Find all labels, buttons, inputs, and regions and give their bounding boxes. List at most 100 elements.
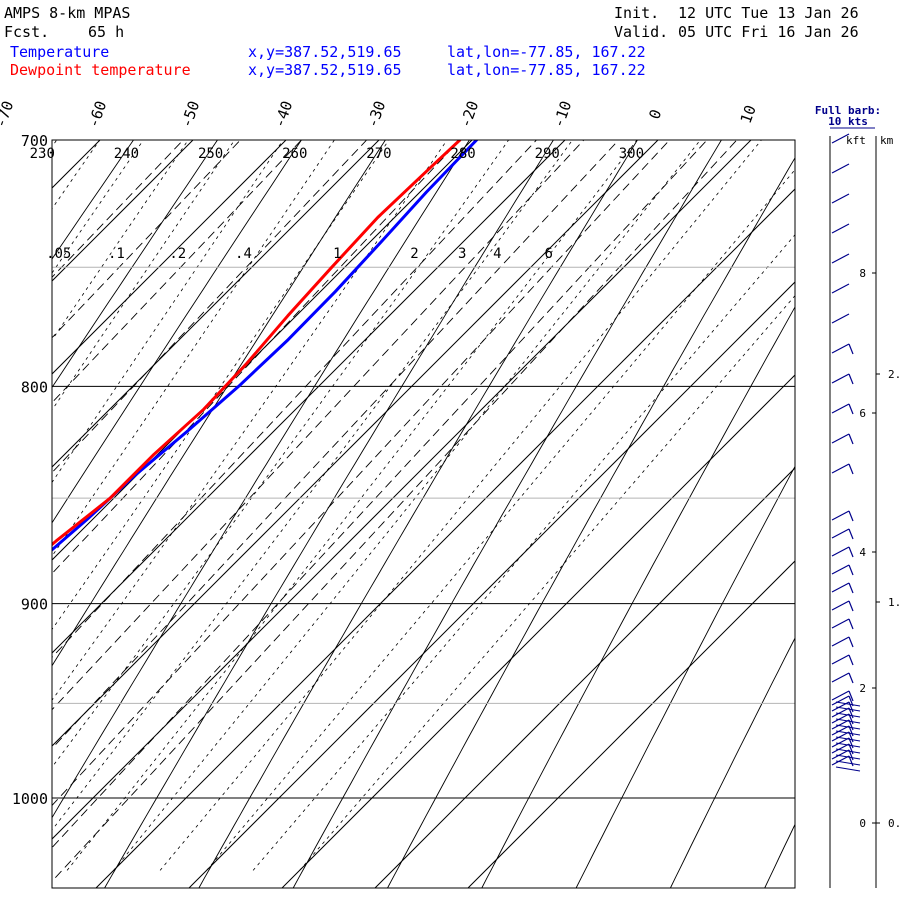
wind-barb-shaft: [831, 695, 850, 706]
wind-barb-shaft: [831, 713, 850, 724]
legend-dewpoint-name: Dewpoint temperature: [10, 61, 191, 79]
mixing-ratio-line: [52, 140, 670, 807]
barb-title: Full barb:: [815, 104, 881, 117]
isotherm-line: [52, 140, 752, 840]
moist-adiabat-line: [159, 140, 762, 871]
wind-barb-shaft: [831, 600, 850, 611]
isotherm-line: [188, 281, 795, 889]
wind-barb-flag: [848, 582, 854, 594]
wind-barb-flag: [848, 707, 854, 719]
mixing-ratio-line: [52, 140, 537, 659]
mixing-ratio-label: .2: [169, 246, 186, 262]
dry-adiabat-label: 300: [619, 146, 644, 162]
wind-barb-flag: [848, 546, 854, 558]
barb-subtitle: 10 kts: [828, 115, 868, 128]
wind-barb-shaft: [831, 163, 850, 174]
temperature-tick-label: -40: [270, 98, 296, 130]
wind-barb-shaft: [831, 403, 850, 414]
init-time: 12 UTC Tue 13 Jan 26: [678, 4, 859, 22]
legend-dewpoint-xy: x,y=387.52,519.65: [248, 61, 402, 79]
isotherm-line: [467, 560, 795, 889]
wind-barb-shaft: [831, 433, 850, 444]
kft-tick-label: 6: [859, 407, 866, 420]
temperature-tick-label: -70: [0, 98, 17, 130]
km-tick-label: 0.: [888, 817, 900, 830]
dry-adiabat-label: 250: [198, 146, 223, 162]
wind-barb-feather: [835, 701, 861, 707]
dry-adiabat-line: [669, 637, 795, 889]
temperature-tick-label: -60: [84, 98, 110, 130]
wind-barb-flag: [848, 695, 854, 707]
mixing-ratio-line: [52, 140, 620, 750]
dry-adiabat-line: [481, 306, 795, 889]
isotherm-line: [281, 374, 795, 889]
mixing-ratio-line: [52, 140, 241, 339]
km-axis-label: km: [880, 134, 894, 147]
dry-adiabat-line: [0, 140, 50, 888]
wind-barb-shaft: [831, 707, 850, 718]
dry-adiabat-label: 240: [114, 146, 139, 162]
dry-adiabat-line: [104, 140, 554, 889]
wind-barb-flag: [848, 719, 854, 731]
mixing-ratio-line: [52, 140, 585, 711]
kft-tick-label: 8: [859, 267, 866, 280]
wind-barb-flag: [848, 564, 854, 576]
km-tick-label: 1.: [888, 596, 900, 609]
dry-adiabat-line: [52, 140, 386, 667]
dry-adiabat-line: [52, 140, 302, 524]
moist-adiabat-line: [52, 140, 235, 411]
moist-adiabat-line: [52, 140, 509, 768]
valid-time: 05 UTC Fri 16 Jan 26: [678, 23, 859, 41]
wind-barb-shaft: [831, 528, 850, 539]
legend-temperature-xy: x,y=387.52,519.65: [248, 43, 402, 61]
wind-barb-flag: [848, 737, 854, 749]
moist-adiabat-line: [206, 169, 795, 871]
temperature-tick-label: -50: [177, 98, 203, 130]
wind-barb-shaft: [831, 755, 850, 766]
mixing-ratio-label: 6: [545, 246, 553, 262]
wind-barb-flag: [848, 510, 854, 522]
wind-barb-shaft: [831, 313, 850, 324]
wind-barb-shaft: [831, 672, 850, 683]
mixing-ratio-label: 1: [333, 246, 341, 262]
mixing-ratio-label: .05: [46, 246, 71, 262]
wind-barb-shaft: [831, 618, 850, 629]
moist-adiabat-line: [52, 140, 573, 831]
dry-adiabat-label: 230: [30, 146, 55, 162]
pressure-tick-label: 1000: [12, 790, 48, 808]
wind-barb-shaft: [831, 690, 850, 701]
wind-barb-flag: [848, 403, 854, 415]
pressure-tick-label: 800: [21, 378, 48, 396]
mixing-ratio-label: .4: [235, 246, 252, 262]
wind-barb-flag: [848, 701, 854, 713]
dry-adiabat-label: 290: [535, 146, 560, 162]
mixing-ratio-line: [52, 140, 461, 575]
forecast-hour: 65 h: [88, 23, 125, 41]
wind-barb-flag: [848, 654, 854, 666]
isotherm-line: [52, 140, 380, 468]
wind-barb-flag: [848, 463, 854, 475]
temperature-trace: [52, 140, 479, 552]
wind-barb-feather: [835, 766, 861, 772]
wind-barb-shaft: [831, 133, 850, 144]
wind-barb-shaft: [831, 701, 850, 712]
plot-frame: [51, 139, 796, 889]
wind-barb-shaft: [831, 546, 850, 557]
isotherm-line: [52, 140, 473, 561]
wind-barb-flag: [848, 725, 854, 737]
model-name: AMPS 8-km MPAS: [4, 4, 131, 22]
wind-barb-shaft: [831, 719, 850, 730]
temperature-tick-label: -30: [363, 98, 389, 130]
moist-adiabat-line: [52, 140, 448, 701]
mixing-ratio-line: [52, 140, 302, 404]
kft-tick-label: 0: [859, 817, 866, 830]
wind-barb-flag: [848, 672, 854, 684]
pressure-tick-label: 900: [21, 596, 48, 614]
kft-tick-label: 4: [859, 546, 866, 559]
wind-barb-panel: Full barb:10 kts kft km 8 6 4 2 0 2. 1. 0.: [815, 104, 900, 888]
init-label: Init.: [614, 4, 660, 22]
isotherm-line: [52, 140, 659, 747]
wind-barb-shaft: [831, 373, 850, 384]
wind-barb-flag: [848, 731, 854, 743]
wind-barb-shaft: [831, 253, 850, 264]
